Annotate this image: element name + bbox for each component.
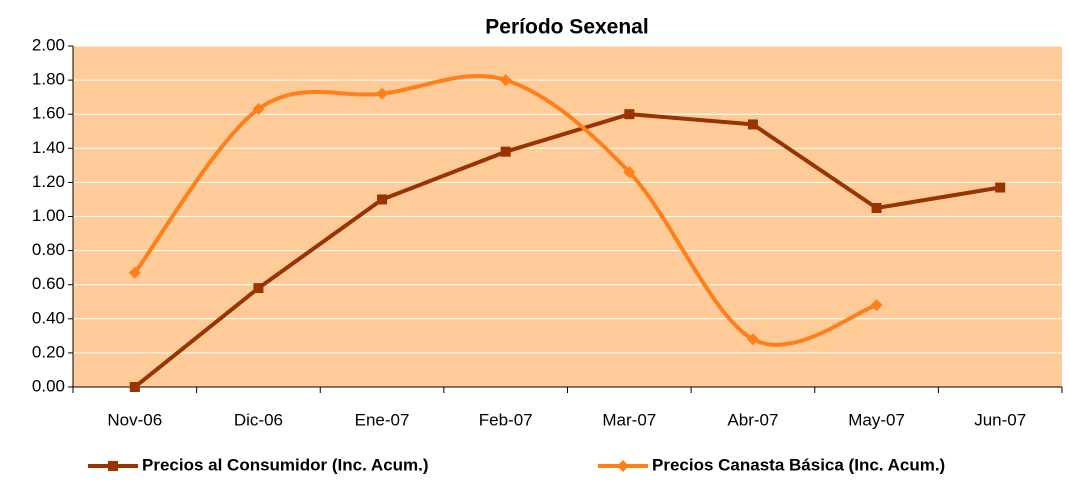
x-tick-label: Feb-07 (479, 410, 533, 429)
y-tick-label: 1.80 (32, 70, 65, 89)
data-point (500, 146, 511, 157)
data-point (129, 382, 140, 392)
y-tick-label: 0.00 (32, 376, 65, 395)
series-line (133, 112, 1001, 389)
data-point (128, 266, 141, 279)
x-tick-label: Mar-07 (602, 410, 656, 429)
legend-marker (108, 461, 118, 471)
x-tick-label: Dic-06 (234, 410, 283, 429)
legend-label: Precios Canasta Básica (Inc. Acum.) (652, 455, 945, 474)
y-tick-label: 1.60 (32, 104, 65, 123)
x-tick-label: Ene-07 (355, 410, 410, 429)
y-tick-label: 0.80 (32, 240, 65, 259)
data-point (871, 202, 882, 213)
legend-marker (617, 460, 629, 472)
data-point (377, 194, 388, 205)
data-point (870, 299, 883, 312)
data-point (252, 103, 265, 116)
data-point (499, 74, 512, 87)
x-tick-label: Abr-07 (727, 410, 778, 429)
y-tick-label: 1.00 (32, 206, 65, 225)
data-point (624, 109, 635, 120)
data-point (253, 283, 264, 294)
y-tick-label: 1.20 (32, 172, 65, 191)
y-tick-label: 0.20 (32, 342, 65, 361)
y-tick-label: 0.40 (32, 308, 65, 327)
data-point (376, 87, 389, 100)
y-tick-label: 2.00 (32, 35, 65, 54)
y-tick-label: 1.40 (32, 138, 65, 157)
chart-title: Período Sexenal (485, 16, 648, 39)
data-point (746, 333, 759, 346)
x-tick-label: Jun-07 (974, 410, 1026, 429)
data-point (995, 182, 1006, 193)
data-point (747, 119, 758, 130)
data-point (623, 166, 636, 179)
x-tick-label: May-07 (848, 410, 905, 429)
y-tick-label: 0.60 (32, 274, 65, 293)
x-tick-label: Nov-06 (107, 410, 162, 429)
legend-label: Precios al Consumidor (Inc. Acum.) (142, 455, 429, 474)
